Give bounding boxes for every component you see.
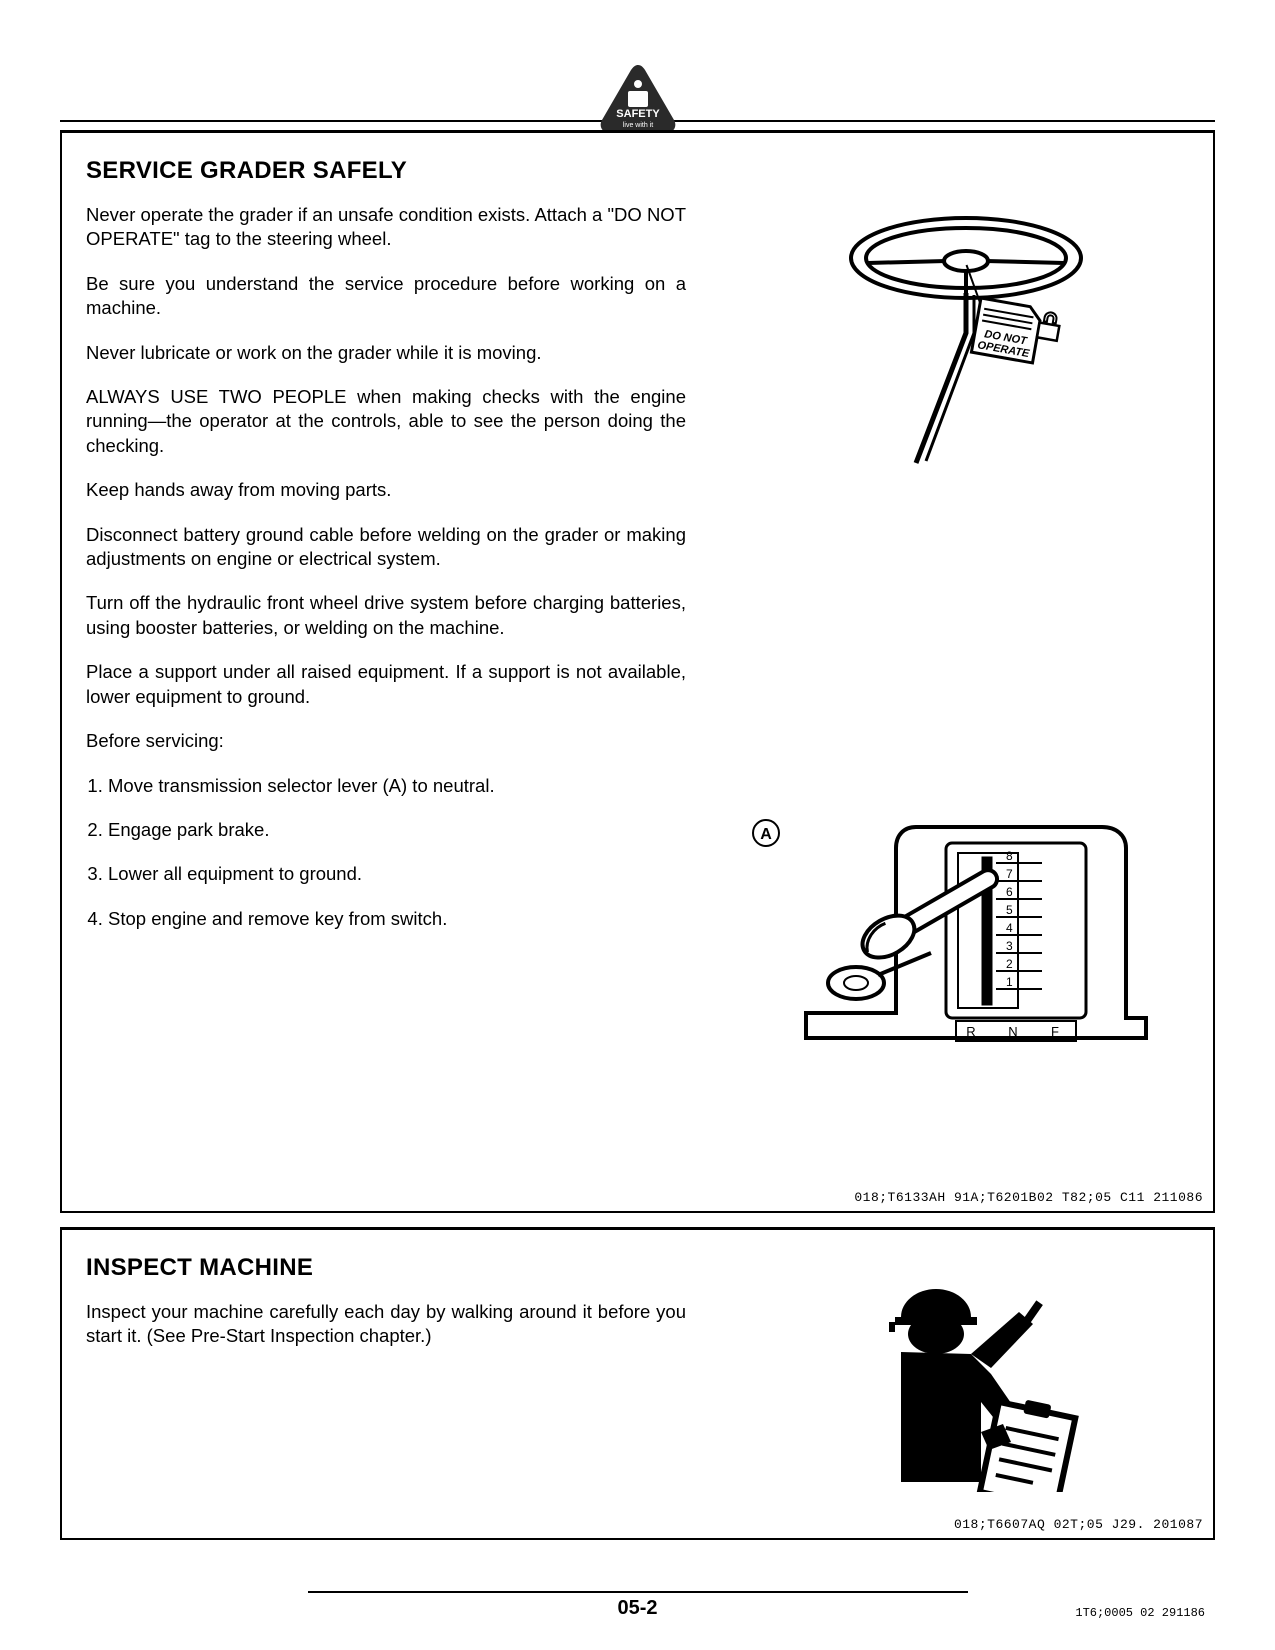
shift-label: F (1051, 1024, 1059, 1039)
s2-p1: Inspect your machine carefully each day … (86, 1300, 686, 1349)
s1-li1: Move transmission selector lever (A) to … (108, 774, 686, 798)
badge-text-bottom: live with it (622, 122, 652, 129)
gear-label: 2 (1006, 957, 1013, 971)
gear-label: 3 (1006, 939, 1013, 953)
s1-li3: Lower all equipment to ground. (108, 862, 686, 886)
gear-label: 7 (1006, 867, 1013, 881)
section1-text: Never operate the grader if an unsafe co… (86, 203, 686, 1073)
s1-p1: Never operate the grader if an unsafe co… (86, 203, 686, 252)
s1-p6: Disconnect battery ground cable before w… (86, 523, 686, 572)
transmission-lever-illustration: A 8 7 6 5 4 3 2 1 (746, 813, 1166, 1073)
page-number: 05-2 (308, 1591, 968, 1620)
section-inspect-machine: INSPECT MACHINE Inspect your machine car… (60, 1227, 1215, 1540)
s1-p8: Place a support under all raised equipme… (86, 660, 686, 709)
section1-title: SERVICE GRADER SAFELY (86, 157, 1189, 185)
header-rule: SAFETY live with it (60, 120, 1215, 122)
section2-text: Inspect your machine carefully each day … (86, 1300, 686, 1492)
gear-label: 8 (1006, 849, 1013, 863)
section2-title: INSPECT MACHINE (86, 1254, 1189, 1282)
section2-ref-code: 018;T6607AQ 02T;05 J29. 201087 (954, 1517, 1203, 1532)
steering-wheel-illustration: DO NOT OPERATE (796, 203, 1116, 483)
s1-li4: Stop engine and remove key from switch. (108, 907, 686, 931)
s1-p5: Keep hands away from moving parts. (86, 478, 686, 502)
footer-code: 1T6;0005 02 291186 (1075, 1606, 1205, 1620)
s1-p4: ALWAYS USE TWO PEOPLE when making checks… (86, 385, 686, 458)
shift-label: R (966, 1024, 975, 1039)
callout-a: A (760, 826, 772, 843)
gear-label: 5 (1006, 903, 1013, 917)
s1-p3: Never lubricate or work on the grader wh… (86, 341, 686, 365)
gear-label: 6 (1006, 885, 1013, 899)
gear-label: 4 (1006, 921, 1013, 935)
section1-ref-code: 018;T6133AH 91A;T6201B02 T82;05 C11 2110… (854, 1190, 1203, 1205)
shift-label: N (1008, 1024, 1017, 1039)
gear-label: 1 (1006, 975, 1013, 989)
badge-text-top: SAFETY (616, 108, 660, 120)
section-service-grader: SERVICE GRADER SAFELY Never operate the … (60, 130, 1215, 1213)
inspector-silhouette-icon (831, 1282, 1081, 1492)
s1-li2: Engage park brake. (108, 818, 686, 842)
s1-p2: Be sure you understand the service proce… (86, 272, 686, 321)
s1-p9: Before servicing: (86, 729, 686, 753)
s1-p7: Turn off the hydraulic front wheel drive… (86, 591, 686, 640)
